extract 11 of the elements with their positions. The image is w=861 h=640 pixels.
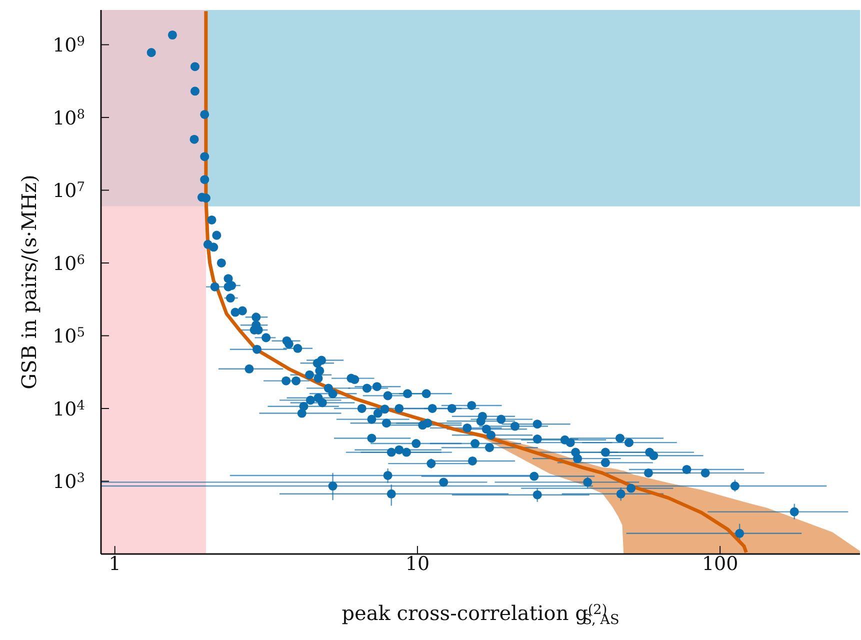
y-tick-label: 10$^{3}$ — [52, 471, 85, 494]
y-tick-label: 10$^{5}$ — [52, 326, 85, 348]
x-tick-label: 10 — [405, 553, 430, 575]
y-axis-title: GSB in pairs/(s·MHz) — [17, 174, 41, 390]
y-tick-label: 10$^{9}$ — [52, 34, 85, 57]
y-tick-label: 10$^{4}$ — [52, 398, 85, 420]
y-tick-label: 10$^{7}$ — [52, 180, 85, 202]
x-tick-label: 100 — [702, 553, 738, 575]
y-tick-label: 10$^{6}$ — [52, 252, 85, 275]
y-tick-label: 10$^{8}$ — [52, 107, 85, 130]
x-tick-label: 1 — [108, 553, 121, 575]
